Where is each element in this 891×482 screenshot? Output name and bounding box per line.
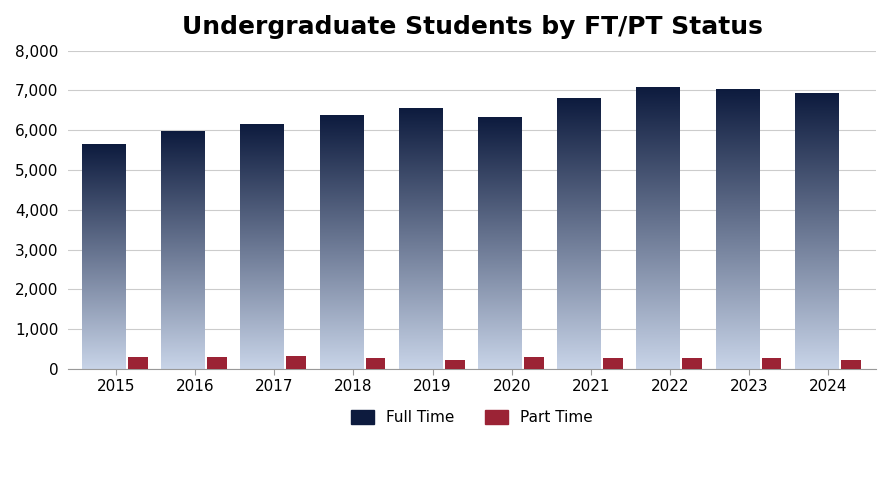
Bar (762, 358, 781, 369)
Bar (286, 356, 307, 369)
Bar (603, 358, 623, 369)
Bar (128, 357, 148, 369)
Bar (445, 360, 464, 369)
Bar (683, 358, 702, 369)
Bar (841, 360, 861, 369)
Bar (208, 357, 227, 369)
Bar (524, 357, 544, 369)
Title: Undergraduate Students by FT/PT Status: Undergraduate Students by FT/PT Status (182, 15, 763, 39)
Bar (365, 358, 386, 369)
Legend: Full Time, Part Time: Full Time, Part Time (345, 404, 600, 431)
